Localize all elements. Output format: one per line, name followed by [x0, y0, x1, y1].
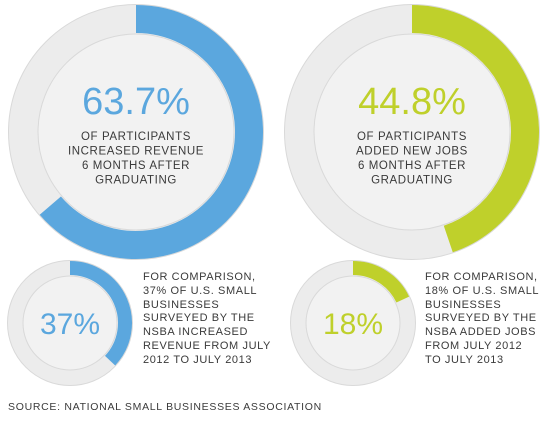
donut-revenue-participants: 63.7% OF PARTICIPANTS INCREASED REVENUE 6 M…: [8, 4, 264, 260]
donut-inner-disc: [22, 275, 118, 371]
donut-value-arc: [352, 261, 410, 303]
donut-caption-line: INCREASED REVENUE: [68, 146, 204, 158]
donut-caption-line: GRADUATING: [371, 175, 453, 187]
comparison-text-jobs: FOR COMPARISON, 18% OF U.S. SMALL BUSINE…: [425, 271, 540, 366]
comparison-text-revenue: FOR COMPARISON, 37% OF U.S. SMALL BUSINE…: [143, 271, 271, 366]
donut-value-arc: [69, 261, 132, 366]
donut-percent-label: 44.8%: [358, 81, 466, 123]
donut-percent-label: 37%: [40, 308, 100, 341]
donut-percent-label: 63.7%: [82, 81, 190, 123]
donut-caption-line: 6 MONTHS AFTER: [358, 160, 466, 172]
donut-percent-label: 18%: [323, 308, 383, 341]
donut-caption-line: OF PARTICIPANTS: [357, 131, 467, 143]
donut-inner-disc: [305, 275, 401, 371]
donut-caption-line: 6 MONTHS AFTER: [82, 160, 190, 172]
donut-inner-disc: [37, 33, 235, 231]
donut-caption-line: GRADUATING: [95, 175, 177, 187]
donut-caption-line: OF PARTICIPANTS: [81, 131, 191, 143]
donut-revenue-nsba: 37%: [7, 260, 133, 386]
source-note: SOURCE: NATIONAL SMALL BUSINESSES ASSOCI…: [8, 401, 322, 413]
donut-jobs-nsba: 18%: [290, 260, 416, 386]
donut-value-arc: [411, 5, 539, 253]
donut-jobs-participants: 44.8% OF PARTICIPANTS ADDED NEW JOBS 6 MONT…: [284, 4, 540, 260]
donut-value-arc: [39, 5, 263, 259]
donut-caption-line: ADDED NEW JOBS: [356, 146, 468, 158]
donut-inner-disc: [313, 33, 511, 231]
